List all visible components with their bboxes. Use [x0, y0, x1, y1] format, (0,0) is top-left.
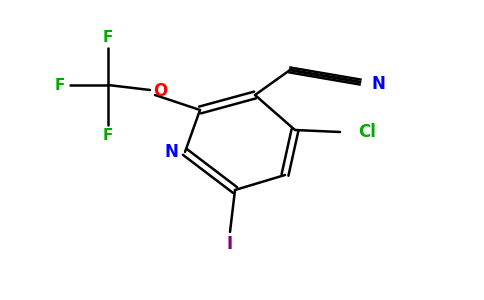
Text: I: I: [227, 235, 233, 253]
Text: Cl: Cl: [358, 123, 376, 141]
Text: N: N: [164, 143, 178, 161]
Text: O: O: [153, 82, 167, 100]
Text: F: F: [103, 31, 113, 46]
Text: N: N: [371, 75, 385, 93]
Text: F: F: [55, 77, 65, 92]
Text: F: F: [103, 128, 113, 142]
